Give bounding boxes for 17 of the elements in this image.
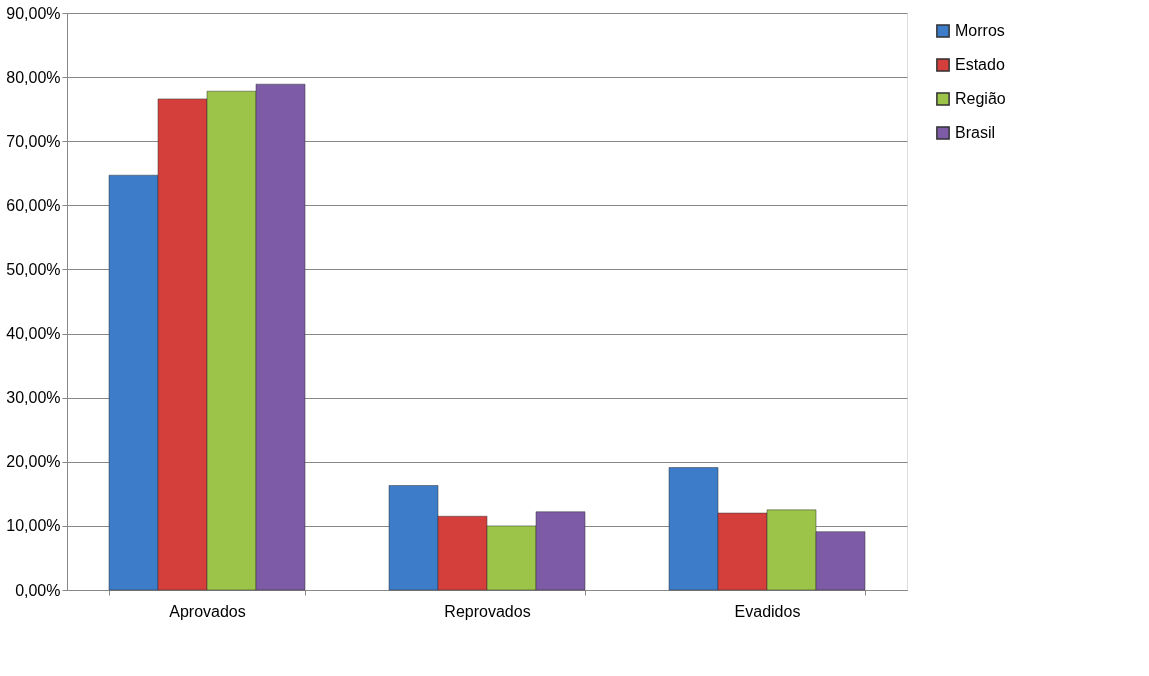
- y-tick-label: 10,00%: [6, 517, 61, 535]
- y-tick-label: 60,00%: [6, 196, 61, 214]
- legend-label: Estado: [955, 56, 1005, 73]
- y-tick-label: 90,00%: [6, 4, 61, 22]
- legend-label: Brasil: [955, 124, 996, 141]
- y-tick-label: 30,00%: [6, 389, 61, 407]
- y-tick-label: 0,00%: [15, 581, 61, 599]
- x-tick-label: Evadidos: [734, 602, 801, 620]
- y-tick-label: 20,00%: [6, 453, 61, 471]
- y-tick-label: 50,00%: [6, 260, 61, 278]
- y-tick-label: 80,00%: [6, 68, 61, 86]
- y-tick-label: 70,00%: [6, 132, 61, 150]
- x-tick-label: Aprovados: [169, 602, 246, 620]
- x-tick-label: Reprovados: [444, 602, 531, 620]
- legend-label: Morros: [955, 22, 1005, 39]
- legend-label: Região: [955, 90, 1006, 107]
- y-tick-label: 40,00%: [6, 325, 61, 343]
